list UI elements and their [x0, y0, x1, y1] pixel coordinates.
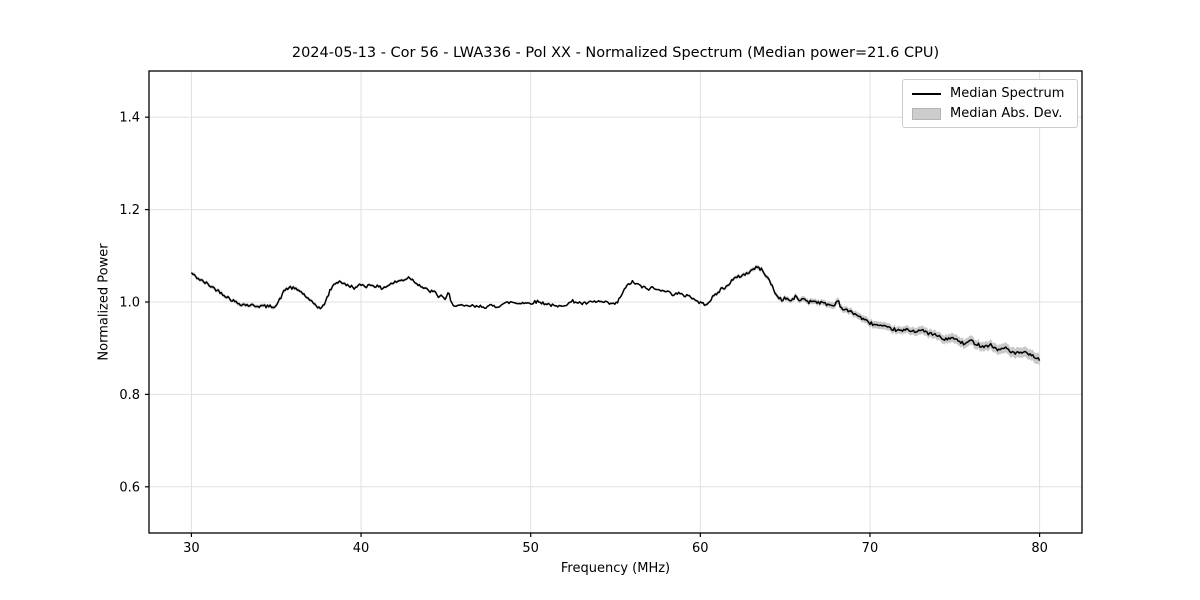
legend-label: Median Abs. Dev.: [950, 106, 1063, 121]
y-tick-label: 0.6: [119, 480, 140, 495]
legend-label: Median Spectrum: [950, 86, 1065, 101]
x-axis-label: Frequency (MHz): [560, 561, 671, 576]
y-axis-label: Normalized Power: [96, 243, 112, 361]
legend-item-median-spectrum: Median Spectrum: [912, 85, 1068, 102]
x-tick-label: 50: [522, 541, 539, 556]
y-tick-label: 1.2: [119, 203, 140, 218]
y-tick-label: 1.0: [119, 296, 140, 311]
x-tick-label: 30: [183, 541, 200, 556]
x-tick-label: 40: [353, 541, 370, 556]
patch-swatch-icon: [912, 107, 941, 120]
x-tick-label: 80: [1031, 541, 1048, 556]
median-spectrum-line: [190, 265, 1041, 361]
legend: Median Spectrum Median Abs. Dev.: [902, 79, 1078, 128]
y-tick-label: 0.8: [119, 388, 140, 403]
line-swatch-icon: [912, 92, 941, 95]
mad-band: [191, 264, 1040, 367]
chart-title: 2024-05-13 - Cor 56 - LWA336 - Pol XX - …: [291, 45, 940, 61]
legend-item-median-abs-dev: Median Abs. Dev.: [912, 105, 1068, 122]
x-tick-label: 60: [692, 541, 709, 556]
y-tick-label: 1.4: [119, 111, 140, 126]
x-tick-label: 70: [862, 541, 879, 556]
